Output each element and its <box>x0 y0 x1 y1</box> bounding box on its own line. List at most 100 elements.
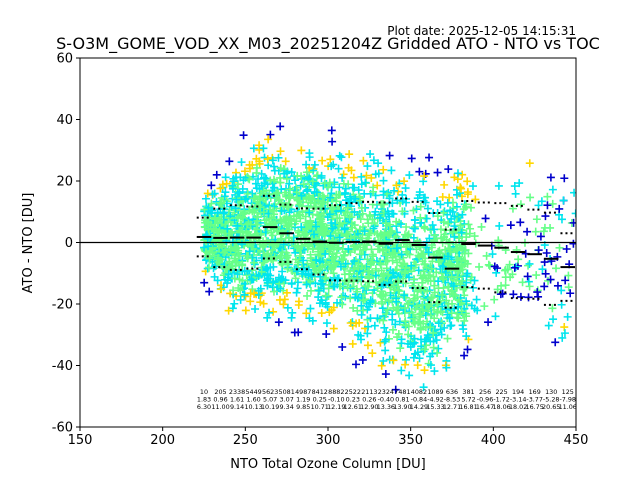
scatter-point <box>240 167 249 176</box>
y-tick-label-5: 40 <box>56 113 73 128</box>
scatter-point <box>365 211 374 220</box>
scatter-point <box>453 190 462 199</box>
bin-count-label-8: 8882 <box>328 388 344 396</box>
scatter-point <box>400 269 409 278</box>
scatter-point <box>385 194 394 203</box>
scatter-point <box>433 308 442 317</box>
x-tick-label-0: 150 <box>68 433 93 448</box>
scatter-point <box>524 293 533 302</box>
scatter-point <box>308 177 317 186</box>
scatter-point <box>426 361 435 370</box>
scatter-point <box>349 303 358 312</box>
scatter-point <box>282 221 291 230</box>
scatter-point <box>277 217 286 226</box>
scatter-point <box>384 296 393 305</box>
scatter-point <box>388 268 397 277</box>
scatter-point <box>379 316 388 325</box>
scatter-point <box>270 183 279 192</box>
scatter-point <box>221 173 230 182</box>
scatter-point <box>266 130 275 139</box>
scatter-point <box>508 270 517 279</box>
scatter-point <box>377 282 386 291</box>
scatter-point <box>491 312 500 321</box>
scatter-point <box>392 217 401 226</box>
bin-count-label-18: 225 <box>495 388 507 396</box>
scatter-point <box>553 281 562 290</box>
scatter-point <box>381 346 390 355</box>
scatter-point <box>379 290 388 299</box>
scatter-point <box>443 210 452 219</box>
scatter-point <box>252 225 261 234</box>
scatter-point <box>322 319 331 328</box>
bin-mean-label-4: 5.07 <box>263 396 277 404</box>
scatter-point <box>492 268 501 277</box>
scatter-point <box>335 233 344 242</box>
scatter-point <box>400 291 409 300</box>
scatter-point <box>384 209 393 218</box>
scatter-point <box>402 222 411 231</box>
y-tick-label-2: -20 <box>52 298 73 313</box>
scatter-point <box>523 227 532 236</box>
y-tick-label-1: -40 <box>52 359 73 374</box>
scatter-point <box>443 334 452 343</box>
scatter-point <box>359 296 368 305</box>
scatter-point <box>428 349 437 358</box>
scatter-point <box>463 188 472 197</box>
scatter-point <box>420 172 429 181</box>
scatter-point <box>525 282 534 291</box>
scatter-point <box>346 294 355 303</box>
scatter-point <box>239 176 248 185</box>
scatter-point <box>470 276 479 285</box>
scatter-point <box>243 189 252 198</box>
scatter-point <box>334 190 343 199</box>
scatter-point <box>432 299 441 308</box>
scatter-point <box>413 293 422 302</box>
scatter-point <box>319 209 328 218</box>
scatter-point <box>247 275 256 284</box>
scatter-point <box>392 294 401 303</box>
scatter-point <box>419 383 428 392</box>
scatter-point <box>446 245 455 254</box>
bin-mean-label-21: -5.28 <box>543 396 560 404</box>
scatter-point <box>408 241 417 250</box>
scatter-point <box>388 256 397 265</box>
scatter-point <box>205 254 214 263</box>
scatter-point <box>346 318 355 327</box>
scatter-point <box>337 153 346 162</box>
scatter-point <box>290 328 299 337</box>
scatter-point <box>294 300 303 309</box>
scatter-point <box>369 224 378 233</box>
y-tick-label-6: 60 <box>56 52 73 67</box>
scatter-point <box>445 314 454 323</box>
scatter-point <box>525 159 534 168</box>
scatter-point <box>414 251 423 260</box>
scatter-point <box>233 270 242 279</box>
scatter-point <box>222 225 231 234</box>
bin-std-label-4: 10.19 <box>261 403 279 411</box>
scatter-point <box>332 197 341 206</box>
scatter-point <box>451 240 460 249</box>
scatter-point <box>379 269 388 278</box>
bin-mean-label-0: 1.83 <box>197 396 211 404</box>
scatter-point <box>481 214 490 223</box>
scatter-point <box>303 185 312 194</box>
scatter-point <box>239 131 248 140</box>
scatter-point <box>430 225 439 234</box>
scatter-point <box>305 149 314 158</box>
scatter-point <box>249 144 258 153</box>
scatter-point <box>348 318 357 327</box>
bin-count-label-9: 2522 <box>345 388 361 396</box>
scatter-point <box>457 228 466 237</box>
scatter-point <box>388 310 397 319</box>
scatter-point <box>270 166 279 175</box>
scatter-point <box>373 314 382 323</box>
scatter-point <box>313 210 322 219</box>
scatter-point <box>362 171 371 180</box>
scatter-point <box>305 208 314 217</box>
bin-mean-label-15: -8.53 <box>444 396 461 404</box>
bin-std-label-10: 12.90 <box>360 403 378 411</box>
scatter-point <box>282 288 291 297</box>
scatter-point <box>410 334 419 343</box>
scatter-point <box>495 221 504 230</box>
scatter-point <box>472 295 481 304</box>
